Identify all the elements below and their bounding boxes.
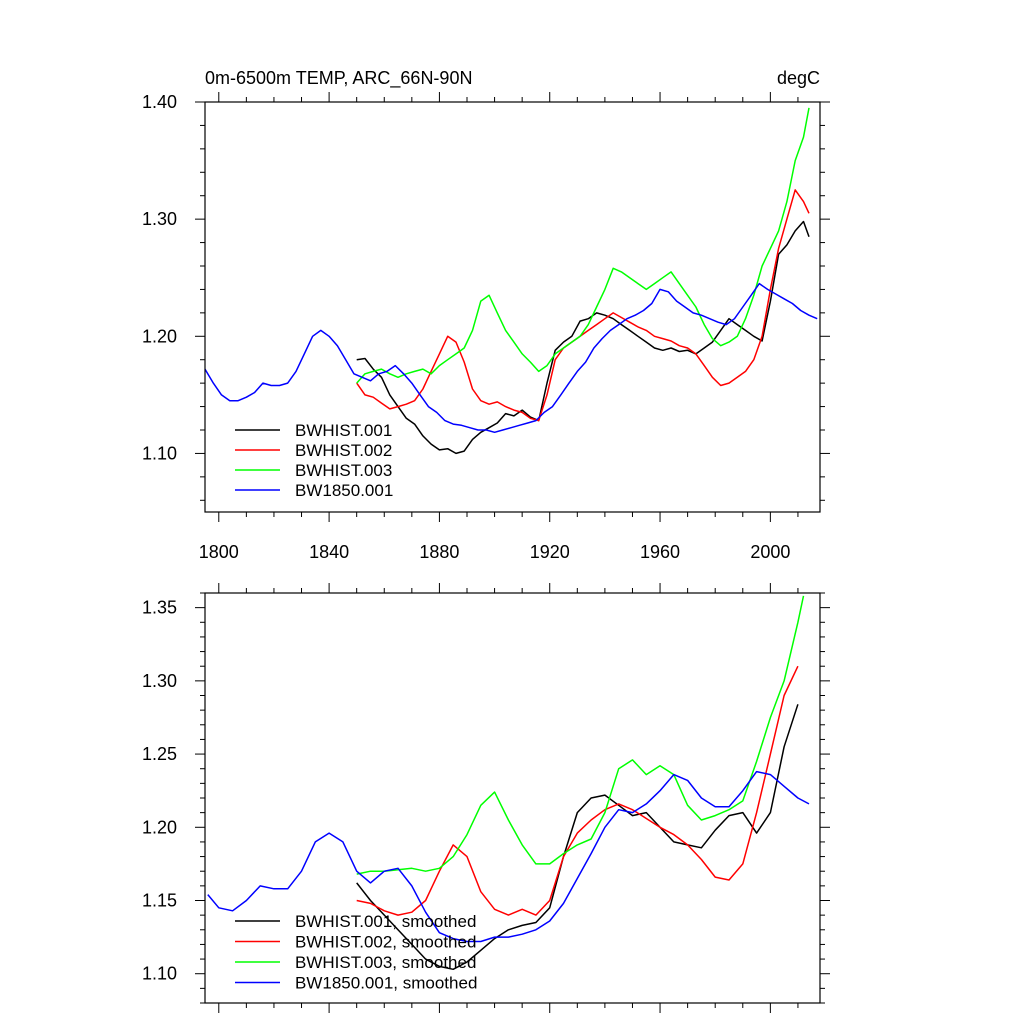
- top-panel-ticks: 1800 1840 1880 1920 1960 2000 1.10 1.20 1.30 1.40: [142, 92, 830, 562]
- top-panel-frame: [204, 101, 821, 513]
- series-line-1: [356, 704, 799, 971]
- y-tick-label: 1.35: [142, 598, 177, 618]
- legend-label: BWHIST.003: [295, 461, 392, 480]
- x-tick-label: 2000: [750, 542, 790, 562]
- legend-label: BWHIST.002, smoothed: [295, 933, 476, 952]
- y-tick-label: 1.20: [142, 817, 177, 837]
- top-panel-units: degC: [777, 68, 820, 88]
- legend-label: BWHIST.002: [295, 441, 392, 460]
- y-tick-label: 1.40: [142, 92, 177, 112]
- series-line-2: [356, 665, 799, 916]
- legend-label: BWHIST.001, smoothed: [295, 912, 476, 931]
- bottom-panel-series: [207, 595, 810, 971]
- bottom-panel-frame: [204, 592, 821, 1004]
- series-line-3: [356, 595, 805, 875]
- x-tick-label: 1960: [640, 542, 680, 562]
- series-line-2: [356, 189, 810, 422]
- top-panel-series: [204, 107, 818, 455]
- top-panel: 0m-6500m TEMP, ARC_66N-90N degC 1800 1840…: [142, 68, 830, 562]
- y-tick-label: 1.20: [142, 326, 177, 346]
- y-tick-label: 1.10: [142, 964, 177, 984]
- x-tick-label: 1840: [309, 542, 349, 562]
- x-tick-label: 1920: [530, 542, 570, 562]
- y-tick-label: 1.10: [142, 443, 177, 463]
- legend-label: BW1850.001: [295, 481, 393, 500]
- y-tick-label: 1.30: [142, 209, 177, 229]
- x-tick-label: 1800: [199, 542, 239, 562]
- top-panel-title: 0m-6500m TEMP, ARC_66N-90N: [205, 68, 472, 89]
- legend-label: BWHIST.003, smoothed: [295, 953, 476, 972]
- bottom-panel: 1.10 1.15 1.20 1.25 1.30 1.35 BWHIST.001, smo…: [142, 583, 830, 1013]
- y-tick-label: 1.15: [142, 891, 177, 911]
- legend-label: BW1850.001, smoothed: [295, 974, 477, 993]
- y-tick-label: 1.30: [142, 671, 177, 691]
- bottom-panel-legend: BWHIST.001, smoothed BWHIST.002, smoothed…: [235, 912, 477, 993]
- series-line-4: [204, 282, 818, 434]
- series-line-1: [356, 220, 810, 455]
- x-tick-label: 1880: [419, 542, 459, 562]
- series-line-4: [207, 770, 810, 943]
- series-line-3: [356, 107, 810, 384]
- y-tick-label: 1.25: [142, 744, 177, 764]
- legend-label: BWHIST.001: [295, 421, 392, 440]
- bottom-panel-ticks: 1.10 1.15 1.20 1.25 1.30 1.35: [142, 583, 830, 1013]
